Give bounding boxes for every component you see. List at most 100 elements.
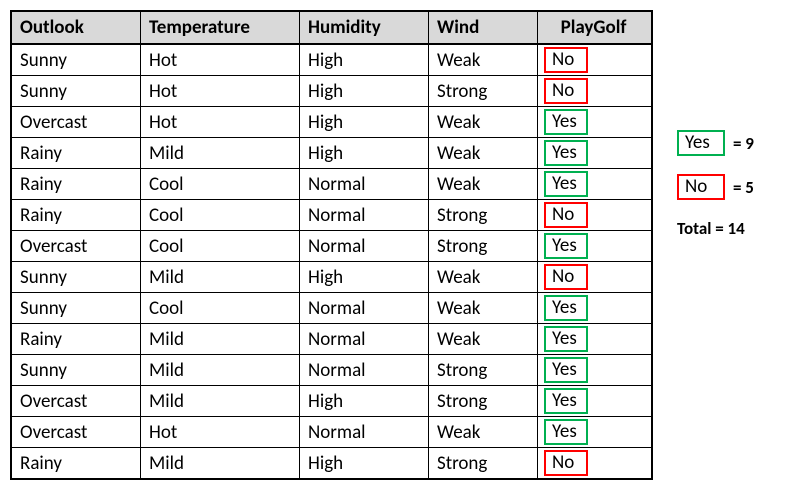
cell-outlook: Sunny	[11, 293, 141, 324]
cell-wind: Strong	[429, 76, 538, 107]
cell-outlook: Overcast	[11, 386, 141, 417]
cell-humidity: Normal	[300, 200, 429, 231]
cell-wind: Strong	[429, 355, 538, 386]
cell-outlook: Sunny	[11, 44, 141, 76]
cell-temperature: Mild	[141, 386, 300, 417]
cell-temperature: Hot	[141, 76, 300, 107]
play-badge: Yes	[544, 388, 588, 414]
cell-outlook: Rainy	[11, 200, 141, 231]
cell-play: Yes	[538, 107, 653, 138]
cell-humidity: High	[300, 44, 429, 76]
table-row: RainyCoolNormalStrongNo	[11, 200, 652, 231]
cell-play: No	[538, 262, 653, 293]
cell-play: Yes	[538, 417, 653, 448]
play-badge: Yes	[544, 295, 588, 321]
table-row: OvercastHotNormalWeakYes	[11, 417, 652, 448]
cell-temperature: Mild	[141, 448, 300, 480]
cell-humidity: High	[300, 138, 429, 169]
cell-temperature: Mild	[141, 138, 300, 169]
play-badge: No	[544, 202, 588, 228]
cell-wind: Weak	[429, 138, 538, 169]
table-row: OvercastMildHighStrongYes	[11, 386, 652, 417]
col-header-temperature: Temperature	[141, 11, 300, 44]
cell-wind: Strong	[429, 448, 538, 480]
cell-humidity: Normal	[300, 324, 429, 355]
cell-humidity: High	[300, 262, 429, 293]
cell-play: Yes	[538, 231, 653, 262]
legend-no-count: = 5	[733, 177, 754, 198]
cell-outlook: Rainy	[11, 169, 141, 200]
table-row: RainyCoolNormalWeakYes	[11, 169, 652, 200]
col-header-humidity: Humidity	[300, 11, 429, 44]
table-row: SunnyHotHighStrongNo	[11, 76, 652, 107]
cell-play: Yes	[538, 169, 653, 200]
table-row: RainyMildNormalWeakYes	[11, 324, 652, 355]
play-badge: No	[544, 47, 588, 73]
header-row: Outlook Temperature Humidity Wind PlayGo…	[11, 11, 652, 44]
table-row: RainyMildHighWeakYes	[11, 138, 652, 169]
cell-outlook: Sunny	[11, 355, 141, 386]
cell-outlook: Overcast	[11, 231, 141, 262]
legend: Yes = 9 No = 5 Total = 14	[677, 130, 754, 239]
legend-total: Total = 14	[677, 218, 754, 239]
cell-play: No	[538, 76, 653, 107]
play-badge: No	[544, 450, 588, 476]
cell-outlook: Overcast	[11, 417, 141, 448]
cell-humidity: Normal	[300, 355, 429, 386]
col-header-outlook: Outlook	[11, 11, 141, 44]
cell-humidity: Normal	[300, 293, 429, 324]
legend-yes-count: = 9	[733, 133, 754, 154]
cell-play: Yes	[538, 355, 653, 386]
cell-temperature: Mild	[141, 355, 300, 386]
table-row: SunnyHotHighWeakNo	[11, 44, 652, 76]
cell-humidity: High	[300, 448, 429, 480]
cell-temperature: Cool	[141, 293, 300, 324]
cell-temperature: Hot	[141, 107, 300, 138]
play-badge: No	[544, 264, 588, 290]
play-badge: Yes	[544, 357, 588, 383]
cell-outlook: Rainy	[11, 448, 141, 480]
cell-play: Yes	[538, 324, 653, 355]
legend-no-box: No	[677, 174, 725, 200]
cell-outlook: Rainy	[11, 324, 141, 355]
cell-wind: Weak	[429, 169, 538, 200]
table-row: SunnyCoolNormalWeakYes	[11, 293, 652, 324]
play-badge: Yes	[544, 140, 588, 166]
cell-wind: Weak	[429, 324, 538, 355]
cell-humidity: High	[300, 386, 429, 417]
table-row: OvercastCoolNormalStrongYes	[11, 231, 652, 262]
cell-wind: Weak	[429, 262, 538, 293]
legend-yes-box: Yes	[677, 130, 725, 156]
table-row: SunnyMildNormalStrongYes	[11, 355, 652, 386]
cell-wind: Weak	[429, 293, 538, 324]
cell-temperature: Hot	[141, 417, 300, 448]
legend-no: No = 5	[677, 174, 754, 200]
play-badge: Yes	[544, 171, 588, 197]
cell-outlook: Overcast	[11, 107, 141, 138]
cell-wind: Weak	[429, 107, 538, 138]
table-row: SunnyMildHighWeakNo	[11, 262, 652, 293]
cell-humidity: Normal	[300, 231, 429, 262]
play-badge: Yes	[544, 109, 588, 135]
cell-wind: Weak	[429, 44, 538, 76]
play-badge: Yes	[544, 326, 588, 352]
cell-play: Yes	[538, 293, 653, 324]
cell-temperature: Mild	[141, 324, 300, 355]
cell-temperature: Cool	[141, 200, 300, 231]
cell-temperature: Cool	[141, 231, 300, 262]
play-badge: No	[544, 78, 588, 104]
cell-wind: Weak	[429, 417, 538, 448]
table-row: OvercastHotHighWeakYes	[11, 107, 652, 138]
cell-wind: Strong	[429, 200, 538, 231]
col-header-playgolf: PlayGolf	[538, 11, 653, 44]
cell-play: No	[538, 448, 653, 480]
cell-humidity: High	[300, 76, 429, 107]
cell-temperature: Cool	[141, 169, 300, 200]
cell-humidity: Normal	[300, 169, 429, 200]
cell-outlook: Sunny	[11, 262, 141, 293]
cell-wind: Strong	[429, 386, 538, 417]
cell-play: No	[538, 44, 653, 76]
cell-outlook: Rainy	[11, 138, 141, 169]
golf-table: Outlook Temperature Humidity Wind PlayGo…	[10, 10, 653, 480]
cell-play: Yes	[538, 138, 653, 169]
